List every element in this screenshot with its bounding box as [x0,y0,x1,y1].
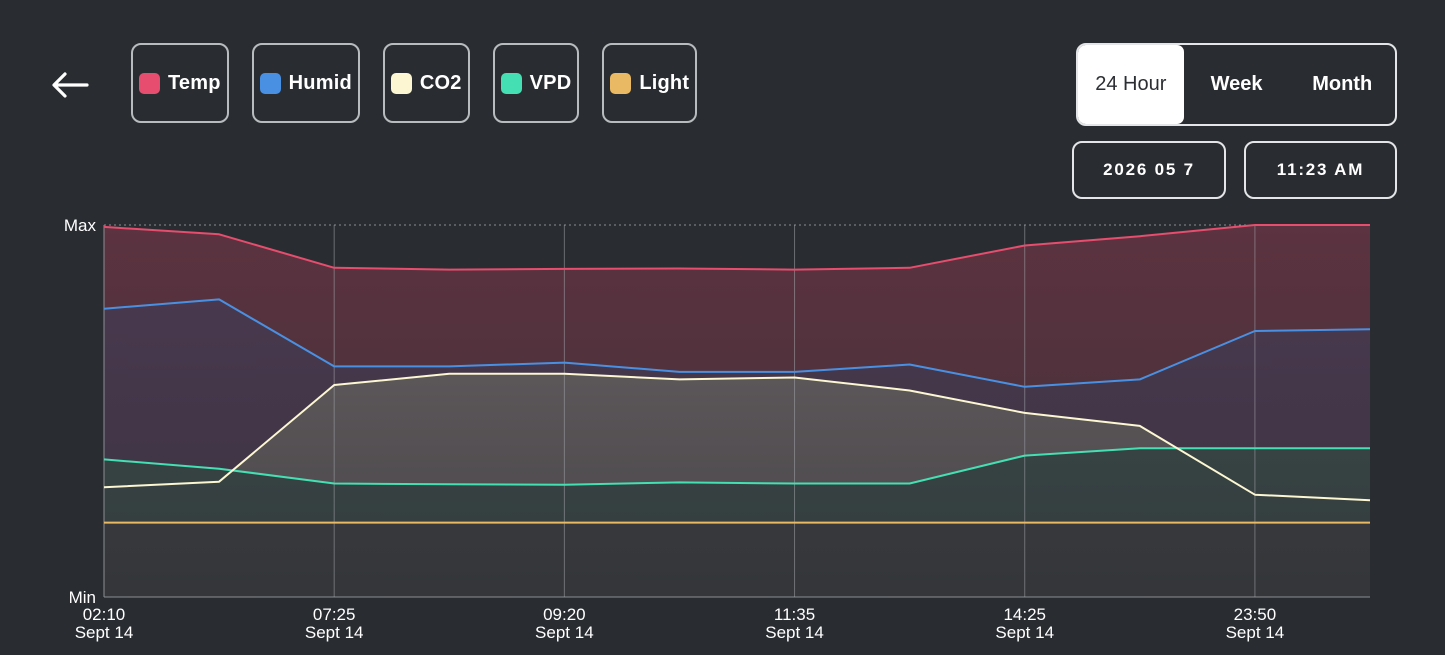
toggle-co2[interactable]: CO2 [382,43,470,123]
light-swatch-icon [610,72,632,94]
vpd-line [103,447,1370,486]
back-button[interactable] [44,62,96,108]
x-tick-time-label: 11:35 [774,605,815,624]
arrow-left-icon [52,72,89,98]
grid-lines [103,224,1370,598]
toggle-temp-label: Temp [168,71,221,94]
y-max-label: Max [64,216,97,235]
x-tick-date-label: Sept 14 [75,623,134,642]
temp-line [103,224,1370,271]
humid-line [103,298,1371,388]
temp-swatch-icon [139,72,160,94]
range-week-button[interactable]: Week [1210,73,1263,95]
toggle-light-label: Light [639,71,690,94]
toggle-humid-label: Humid [288,71,352,94]
vpd-swatch-icon [500,72,522,94]
x-tick-date-label: Sept 14 [765,623,824,642]
range-month-button[interactable]: Month [1312,73,1373,95]
x-tick-time-label: 23:50 [1234,605,1277,624]
toggle-humid[interactable]: Humid [251,43,360,123]
x-tick-date-label: Sept 14 [995,623,1054,642]
x-tick-time-label: 02:10 [83,605,126,624]
x-tick-date-label: Sept 14 [305,623,364,642]
toggle-light[interactable]: Light [602,43,698,123]
time-picker-button[interactable]: 11:23 AM [1244,141,1397,199]
x-tick-date-label: Sept 14 [535,623,594,642]
x-tick-time-label: 07:25 [313,605,356,624]
toggle-vpd[interactable]: VPD [492,43,580,123]
y-min-label: Min [69,588,96,607]
range-24-hour-button[interactable]: 24 Hour [1078,45,1184,124]
x-tick-time-label: 14:25 [1003,605,1046,624]
toggle-vpd-label: VPD [529,71,572,94]
bottom-fade-overlay [104,225,1370,597]
toggle-co2-label: CO2 [419,71,462,94]
humid-swatch-icon [259,72,281,94]
toggle-temp[interactable]: Temp [131,43,229,123]
date-picker-button[interactable]: 2026 05 7 [1072,141,1226,199]
series-toggle-group: Temp Humid CO2 VPD Light [131,43,720,123]
x-tick-time-label: 09:20 [543,605,586,624]
time-range-selector: 24 Hour Week Month [1076,43,1397,126]
co2-swatch-icon [390,72,412,94]
x-tick-date-label: Sept 14 [1226,623,1285,642]
series-lines [103,224,1371,524]
co2-line [103,372,1371,502]
